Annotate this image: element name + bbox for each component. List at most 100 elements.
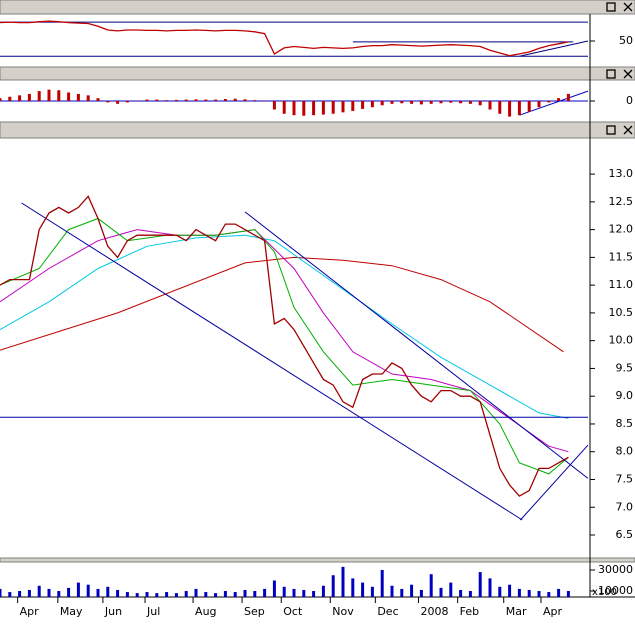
histogram-bar: [478, 101, 482, 106]
histogram-bar: [498, 101, 502, 114]
x-tick-label: Aug: [195, 605, 216, 618]
y-tick-label: 7.5: [616, 472, 634, 485]
x-tick-label: 2008: [420, 605, 448, 618]
y-tick-label: 13.0: [609, 167, 634, 180]
histogram-bar: [351, 101, 355, 111]
volume-bar: [96, 588, 100, 597]
histogram-bar: [537, 101, 541, 108]
histogram-bar: [439, 101, 443, 104]
volume-bar: [204, 592, 208, 597]
x-tick-label: May: [60, 605, 83, 618]
volume-bar: [214, 593, 218, 597]
volume-bar: [547, 592, 551, 597]
histogram-bar: [263, 101, 267, 102]
volume-bar: [47, 588, 51, 597]
volume-bar: [135, 593, 139, 597]
histogram-bar: [272, 101, 276, 110]
histogram-bar: [302, 101, 306, 116]
volume-bar: [282, 586, 286, 597]
volume-bar: [263, 588, 267, 597]
volume-bar: [233, 592, 237, 597]
volume-bar: [302, 589, 306, 597]
y-tick-label: 10000: [598, 584, 633, 597]
histogram-bar: [135, 100, 139, 101]
histogram-bar: [410, 101, 414, 104]
x-tick-label: Oct: [283, 605, 303, 618]
y-tick-label: 12.0: [609, 223, 634, 236]
histogram-bar: [116, 101, 120, 104]
indicator-line: [244, 211, 589, 479]
x-tick-label: Mar: [506, 605, 527, 618]
histogram-bar: [86, 95, 90, 101]
histogram-bar: [96, 98, 100, 101]
y-tick-label: 50: [619, 34, 633, 47]
indicator-line: [0, 234, 569, 419]
volume-bar: [351, 578, 355, 597]
y-tick-label: 0: [626, 94, 633, 107]
volume-bar: [27, 589, 31, 597]
volume-bar: [390, 585, 394, 597]
histogram-bar: [174, 99, 178, 101]
volume-bar: [488, 578, 492, 597]
volume-bar: [468, 591, 472, 597]
volume-bar: [400, 588, 404, 597]
y-tick-label: 11.5: [609, 250, 634, 263]
volume-bar: [527, 589, 531, 597]
header-bar: [0, 0, 635, 15]
y-tick-label: 8.5: [616, 417, 634, 430]
indicator-line: [519, 40, 589, 57]
indicator-line: [0, 229, 569, 453]
histogram-bar: [449, 101, 453, 103]
panel: [0, 566, 570, 597]
histogram-bar: [459, 101, 463, 104]
histogram-bar: [292, 101, 296, 116]
volume-bar: [292, 588, 296, 597]
window-buttons[interactable]: [606, 2, 633, 135]
volume-bar: [429, 574, 433, 597]
histogram-bar: [155, 99, 159, 101]
volume-bar: [557, 588, 561, 597]
y-tick-label: 10.0: [609, 334, 634, 347]
histogram-bar: [76, 93, 80, 101]
y-tick-label: 10.5: [609, 306, 634, 319]
header-bar: [0, 66, 635, 81]
histogram-bar: [223, 99, 227, 101]
histogram-bar: [125, 101, 129, 103]
histogram-bar: [243, 99, 247, 101]
header-bar: [0, 557, 635, 563]
volume-bar: [498, 586, 502, 597]
volume-bar: [76, 582, 80, 597]
histogram-bar: [8, 96, 12, 101]
histogram-bar: [184, 99, 188, 101]
volume-bar: [410, 584, 414, 597]
y-tick-label: 8.0: [616, 445, 634, 458]
volume-bar: [165, 592, 169, 597]
volume-bar: [106, 586, 110, 597]
histogram-bar: [27, 93, 31, 101]
histogram-bar: [253, 100, 257, 101]
histogram-bar: [331, 101, 335, 114]
histogram-bar: [214, 99, 218, 101]
volume-bar: [243, 589, 247, 597]
volume-bar: [419, 589, 423, 597]
volume-bar: [449, 582, 453, 597]
volume-bar: [86, 584, 90, 597]
histogram-bar: [0, 98, 2, 101]
indicator-line: [0, 256, 564, 353]
y-tick-label: 7.0: [616, 500, 634, 513]
volume-bar: [459, 589, 463, 597]
histogram-bar: [194, 99, 198, 101]
x-tick-label: Feb: [460, 605, 479, 618]
x-tick-label: Apr: [543, 605, 563, 618]
y-tick-label: 11.0: [609, 278, 634, 291]
volume-bar: [194, 588, 198, 597]
volume-bar: [116, 589, 120, 597]
histogram-bar: [57, 90, 61, 101]
volume-bar: [18, 591, 22, 597]
volume-bar: [537, 591, 541, 597]
volume-bar: [0, 588, 2, 597]
volume-bar: [321, 585, 325, 597]
histogram-bar: [557, 98, 561, 101]
histogram-bar: [341, 101, 345, 113]
